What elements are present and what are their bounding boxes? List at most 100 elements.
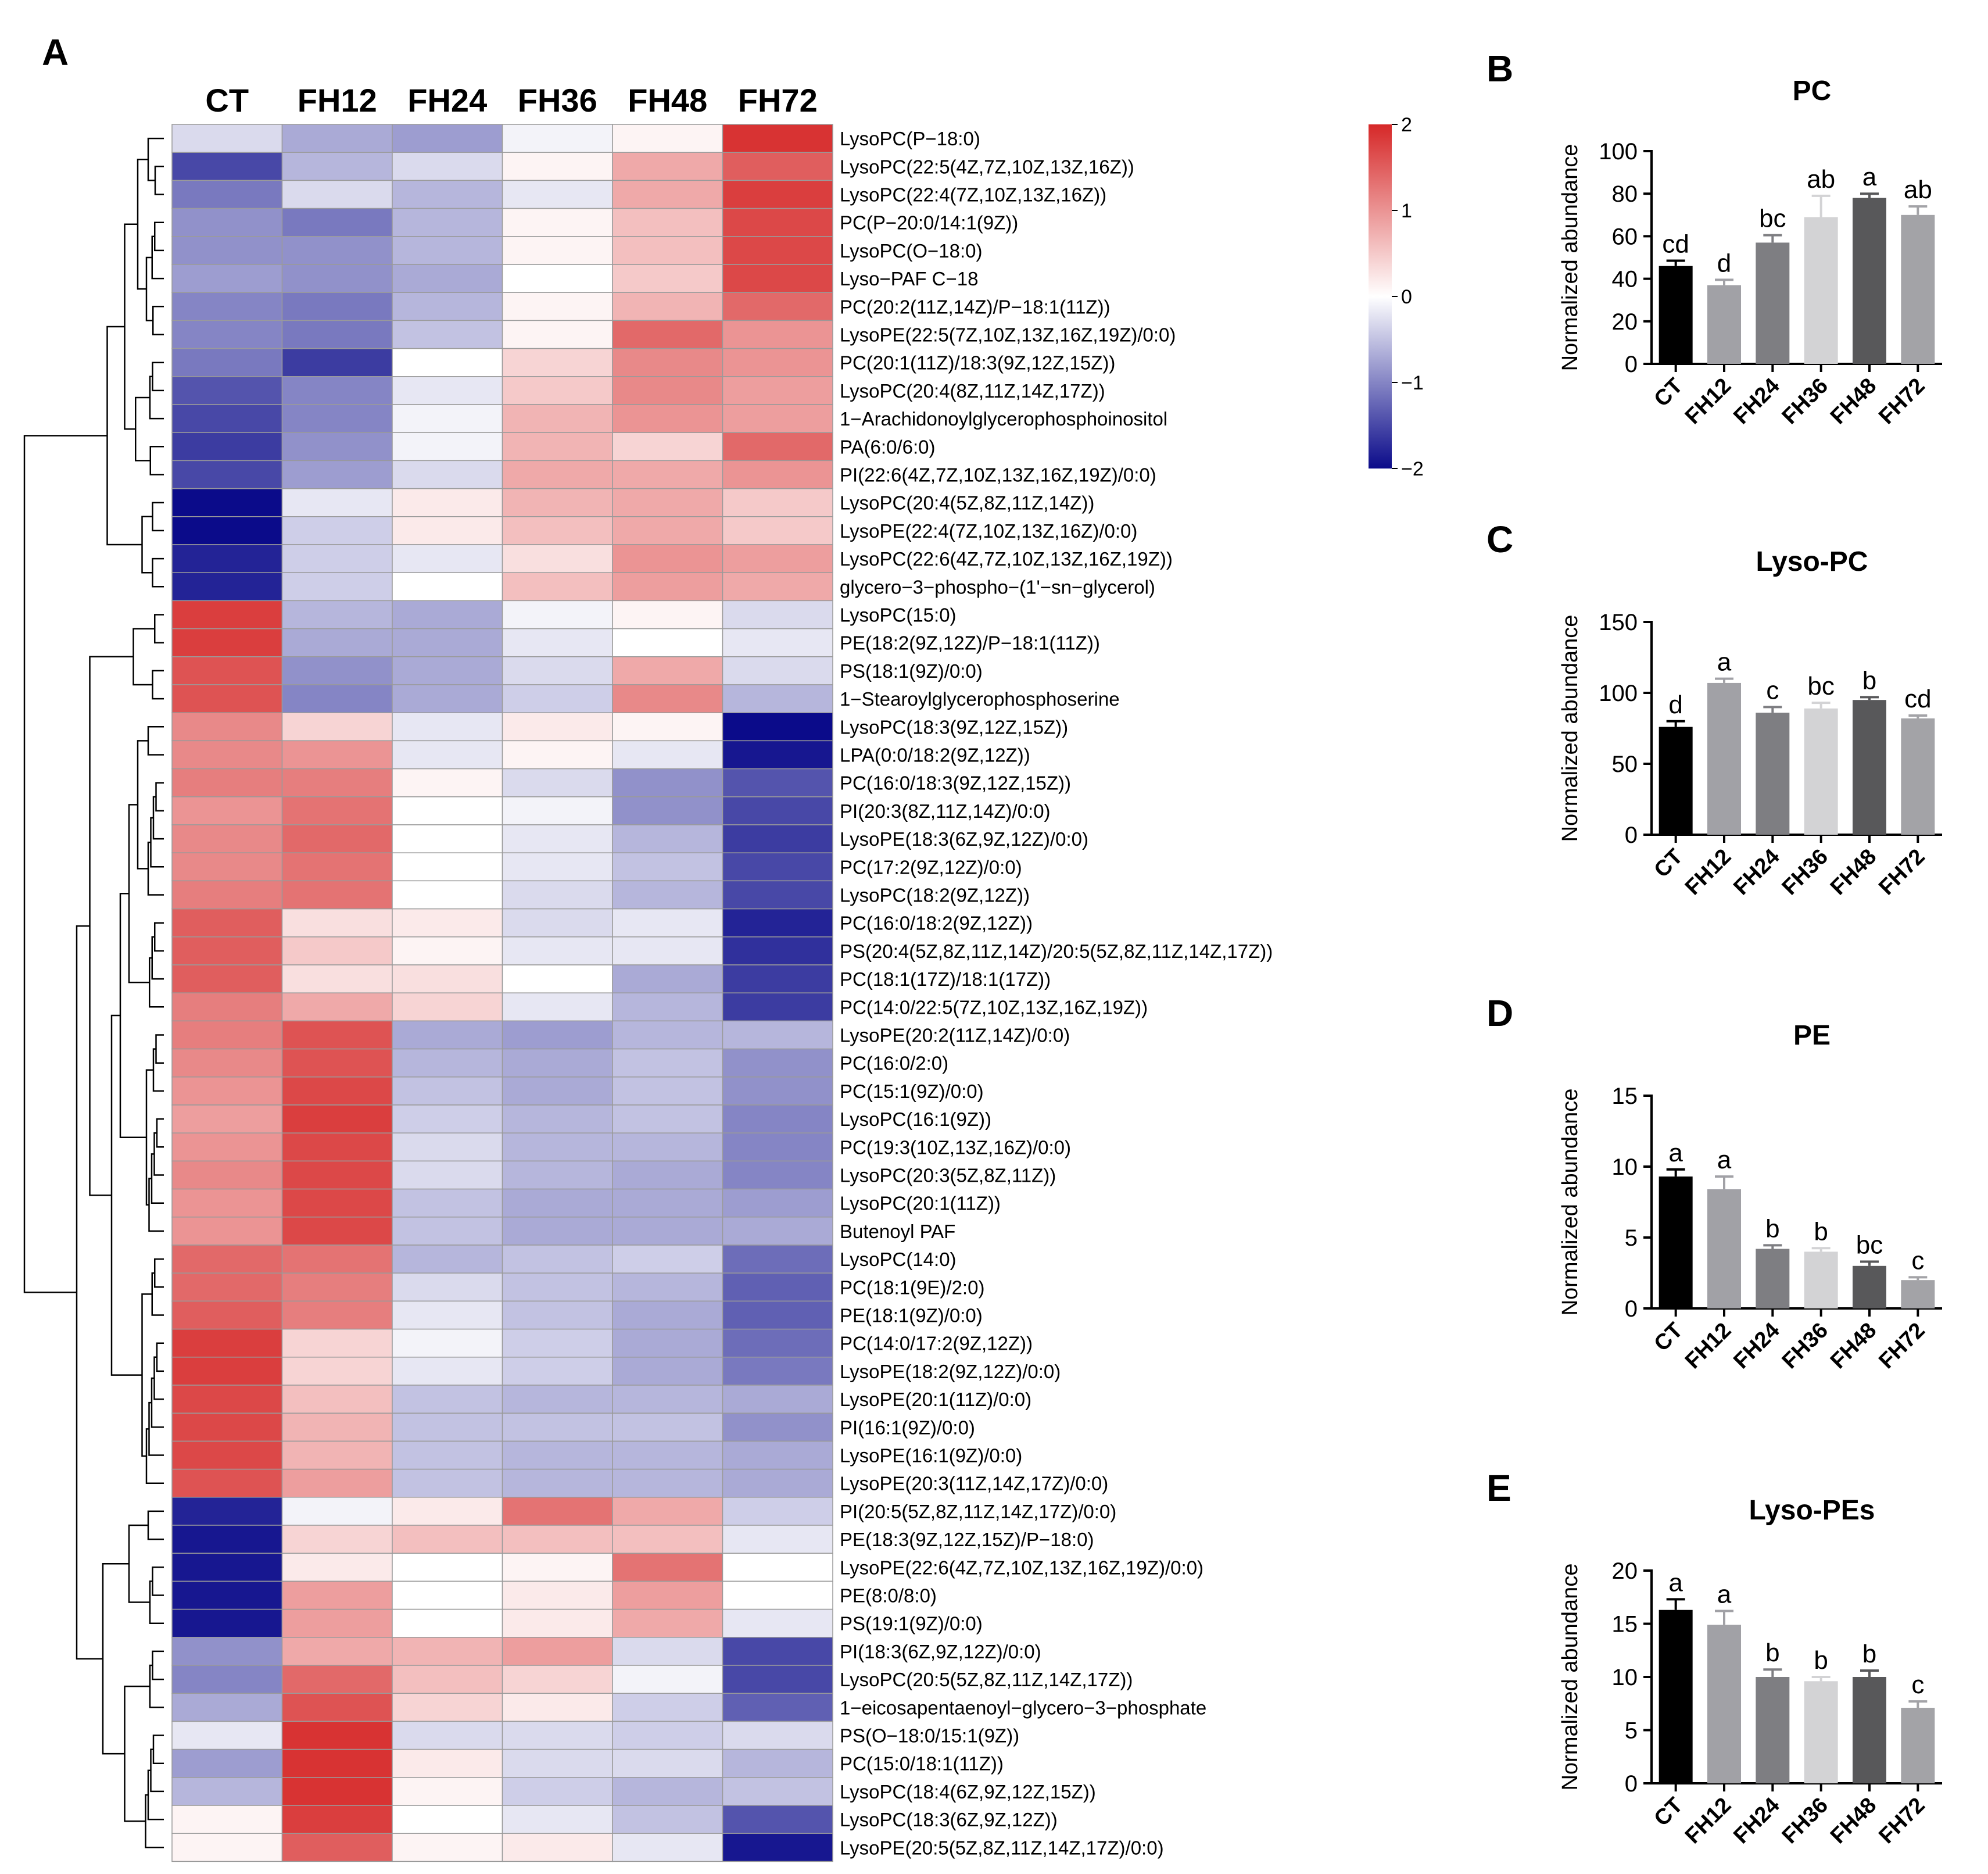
chart-title: PC [1793, 76, 1832, 106]
heatmap-cell [502, 460, 613, 489]
heatmap-cell [171, 600, 283, 630]
significance-letter: cd [1904, 685, 1931, 713]
heatmap-cell [392, 376, 503, 405]
y-tick-label: 80 [1612, 181, 1638, 207]
heatmap-row-label: PC(18:1(9E)/2:0) [840, 1276, 984, 1298]
bar [1756, 1249, 1790, 1308]
x-tick-label: FH24 [1729, 845, 1784, 900]
y-tick-label: 15 [1612, 1083, 1638, 1109]
heatmap-cell [502, 1328, 613, 1358]
heatmap-row-label: 1−Stearoylglycerophosphoserine [840, 688, 1120, 710]
significance-letter: c [1911, 1246, 1924, 1275]
heatmap-cell [612, 1412, 723, 1442]
heatmap-cell [171, 1833, 283, 1862]
y-tick-label: 0 [1625, 822, 1638, 848]
heatmap-cell [392, 852, 503, 882]
heatmap-column-label: FH72 [738, 82, 818, 119]
heatmap-cell [722, 740, 833, 770]
heatmap-cell [392, 1217, 503, 1246]
heatmap-column-label: CT [205, 82, 249, 119]
heatmap-cell [171, 1777, 283, 1806]
heatmap-cell [502, 1777, 613, 1806]
heatmap-cell [171, 992, 283, 1022]
heatmap-cell [612, 992, 723, 1022]
dendrogram-branch [151, 1272, 164, 1316]
heatmap-cell [171, 1048, 283, 1078]
heatmap-cell [171, 404, 283, 433]
bar [1853, 198, 1886, 364]
heatmap-cell [392, 1553, 503, 1582]
heatmap-cell [722, 992, 833, 1022]
heatmap-cell [612, 292, 723, 321]
heatmap-cell [502, 432, 613, 462]
heatmap-cell [171, 1020, 283, 1050]
heatmap-row-label: LysoPC(18:4(6Z,9Z,12Z,15Z)) [840, 1781, 1096, 1803]
heatmap-cell [171, 684, 283, 713]
heatmap-row-label: PC(16:0/18:3(9Z,12Z,15Z)) [840, 773, 1071, 794]
heatmap-cell [502, 852, 613, 882]
heatmap-cell [722, 292, 833, 321]
heatmap-cell [281, 1048, 393, 1078]
heatmap-cell [502, 1693, 613, 1722]
dendrogram-branch [151, 235, 164, 280]
significance-letter: a [1862, 163, 1877, 191]
dendrogram-branch [149, 446, 164, 475]
heatmap-cell [502, 992, 613, 1022]
heatmap-cell [722, 1497, 833, 1526]
heatmap-cell [281, 1665, 393, 1694]
heatmap-cell [281, 1412, 393, 1442]
heatmap-cell [281, 152, 393, 181]
x-tick-label: CT [1650, 1793, 1688, 1832]
heatmap-cell [281, 740, 393, 770]
heatmap-cell [612, 460, 723, 489]
dendrogram-branch [154, 922, 164, 952]
x-tick-label: FH48 [1826, 1318, 1881, 1374]
chart-title: PE [1793, 1020, 1831, 1051]
heatmap-cell [722, 264, 833, 293]
y-tick-label: 10 [1612, 1154, 1638, 1180]
heatmap-row-label: PI(20:5(5Z,8Z,11Z,14Z,17Z)/0:0) [840, 1501, 1116, 1522]
heatmap-cell [171, 1637, 283, 1666]
heatmap-cell [281, 348, 393, 377]
heatmap-cell [722, 180, 833, 209]
heatmap-cell [502, 1748, 613, 1778]
heatmap-cell [171, 1805, 283, 1834]
x-tick-label: FH36 [1778, 845, 1833, 900]
heatmap-cell [281, 684, 393, 713]
heatmap-cell [502, 1048, 613, 1078]
heatmap-cell [612, 1525, 723, 1554]
heatmap-cell [502, 964, 613, 993]
heatmap-cell [392, 264, 503, 293]
heatmap-cell [722, 1272, 833, 1302]
heatmap-cell [612, 628, 723, 657]
heatmap-cell [722, 1188, 833, 1218]
bar [1853, 700, 1886, 835]
heatmap-cell [392, 516, 503, 545]
heatmap-cell [171, 236, 283, 265]
heatmap-cell [392, 236, 503, 265]
heatmap-cell [392, 320, 503, 349]
heatmap-cell [392, 1104, 503, 1133]
heatmap-row-label: PE(18:3(9Z,12Z,15Z)/P−18:0) [840, 1529, 1094, 1550]
y-tick-label: 100 [1599, 139, 1638, 164]
heatmap-cell [171, 516, 283, 545]
heatmap-cell [171, 1188, 283, 1218]
heatmap-cell [502, 1833, 613, 1862]
heatmap-panel: A CT FH12 FH24 FH36 FH48 FH72 LysoPC(P−18:0)L… [23, 31, 1424, 1862]
x-tick-label: FH48 [1826, 374, 1881, 429]
heatmap-cell [612, 880, 723, 910]
heatmap-cell [722, 824, 833, 853]
heatmap-cell [171, 1132, 283, 1162]
heatmap-row-label: PC(17:2(9Z,12Z)/0:0) [840, 856, 1022, 878]
heatmap-cell [612, 1721, 723, 1750]
heatmap-cell [612, 1553, 723, 1582]
heatmap-cell [171, 1468, 283, 1498]
significance-letter: b [1814, 1217, 1828, 1246]
heatmap-row-label: PC(15:0/18:1(11Z)) [840, 1753, 1004, 1775]
heatmap-row-label: LysoPC(15:0) [840, 605, 957, 626]
heatmap-cell [612, 404, 723, 433]
x-tick-label: FH24 [1729, 374, 1784, 429]
x-tick-label: FH72 [1874, 845, 1929, 900]
heatmap-cell [171, 936, 283, 965]
heatmap-cell [722, 908, 833, 938]
